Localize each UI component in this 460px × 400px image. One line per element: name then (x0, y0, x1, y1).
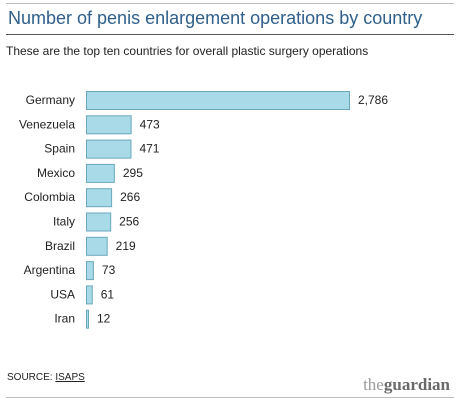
value-label: 12 (97, 312, 111, 326)
source-link-isaps[interactable]: ISAPS (55, 372, 85, 383)
bar (86, 236, 108, 256)
chart-subtitle: These are the top ten countries for over… (6, 44, 369, 58)
category-label: Colombia (24, 190, 75, 204)
bottom-rule (6, 397, 454, 398)
bar (86, 212, 112, 232)
logo-brand: guardian (383, 375, 450, 394)
category-label: Brazil (45, 239, 75, 253)
value-label: 256 (119, 215, 139, 229)
category-label: Italy (53, 215, 75, 229)
bar (86, 163, 115, 183)
value-label: 219 (116, 239, 136, 253)
title-divider (6, 34, 454, 35)
guardian-logo: theguardian (363, 375, 450, 395)
value-label: 471 (139, 142, 159, 156)
bar (86, 261, 94, 281)
value-label: 73 (102, 263, 116, 277)
source-line: SOURCE: ISAPS (7, 372, 85, 383)
category-label: Iran (54, 312, 75, 326)
bar (86, 139, 132, 159)
top-rule (6, 3, 454, 4)
category-label: Argentina (24, 263, 76, 277)
value-label: 61 (101, 287, 115, 301)
category-label: USA (50, 287, 75, 301)
value-label: 295 (123, 166, 143, 180)
value-label: 473 (140, 117, 160, 131)
category-label: Spain (44, 142, 75, 156)
category-label: Germany (26, 93, 75, 107)
logo-the: the (363, 375, 384, 394)
bar (86, 91, 350, 110)
bar (86, 309, 89, 329)
value-label: 266 (120, 190, 140, 204)
source-label: SOURCE: (7, 372, 56, 383)
chart-title: Number of penis enlargement operations b… (8, 8, 423, 28)
bar (86, 188, 113, 208)
category-label: Venezuela (19, 117, 75, 131)
category-label: Mexico (37, 166, 75, 180)
bar (86, 285, 93, 305)
bar (86, 115, 132, 135)
value-label: 2,786 (358, 93, 388, 107)
